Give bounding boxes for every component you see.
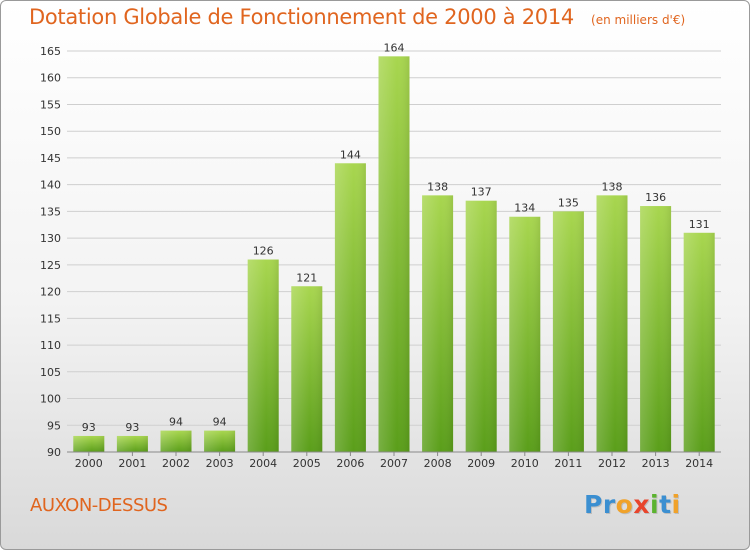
- data-label: 138: [602, 180, 623, 193]
- bar-shade: [422, 195, 454, 453]
- chart-unit: (en milliers d'€): [591, 13, 686, 27]
- data-label: 94: [213, 416, 227, 429]
- data-label: 144: [340, 148, 361, 161]
- commune-name: AUXON-DESSUS: [30, 495, 168, 516]
- y-tick-label: 135: [40, 205, 61, 218]
- bar-shade: [291, 286, 323, 452]
- y-tick-label: 95: [47, 419, 61, 432]
- y-tick-label: 125: [40, 259, 61, 272]
- data-label: 164: [384, 41, 405, 54]
- x-axis-ticks: 2000 2001 2002 2003 2004 2005 2006 2007 2008 2009…: [75, 452, 713, 470]
- y-tick-label: 155: [40, 98, 61, 111]
- bar-shade: [204, 430, 236, 452]
- y-tick-label: 115: [40, 312, 61, 325]
- bar-shade: [552, 211, 584, 452]
- y-tick-label: 140: [40, 179, 61, 192]
- logo-letter: i: [671, 490, 681, 519]
- logo-letter: o: [615, 490, 634, 519]
- bars: [73, 56, 715, 453]
- data-label: 137: [471, 186, 492, 199]
- x-tick-label: 2005: [293, 457, 321, 470]
- bar-shade: [247, 259, 279, 452]
- bar-shade: [509, 216, 541, 452]
- data-label: 135: [558, 196, 579, 209]
- data-label: 93: [125, 421, 139, 434]
- y-tick-label: 165: [40, 45, 61, 58]
- x-tick-label: 2000: [75, 457, 103, 470]
- x-tick-label: 2010: [511, 457, 539, 470]
- y-tick-label: 105: [40, 366, 61, 379]
- data-label: 136: [645, 191, 666, 204]
- chart-title: Dotation Globale de Fonctionnement de 20…: [29, 5, 574, 29]
- logo-letter: x: [633, 490, 650, 519]
- bar-shade: [683, 232, 715, 452]
- bar-shade: [465, 200, 497, 452]
- data-label: 121: [296, 271, 317, 284]
- y-tick-label: 160: [40, 72, 61, 85]
- x-tick-label: 2006: [336, 457, 364, 470]
- x-tick-label: 2009: [467, 457, 495, 470]
- logo-letter: P: [584, 490, 603, 519]
- y-tick-label: 120: [40, 286, 61, 299]
- bar-shade: [116, 435, 148, 452]
- data-label: 131: [689, 218, 710, 231]
- data-label: 93: [82, 421, 96, 434]
- x-tick-label: 2012: [598, 457, 626, 470]
- bar-shade: [596, 195, 628, 453]
- x-tick-label: 2003: [206, 457, 234, 470]
- x-tick-label: 2014: [685, 457, 713, 470]
- y-tick-label: 150: [40, 125, 61, 138]
- data-label: 138: [427, 180, 448, 193]
- data-label: 94: [169, 416, 183, 429]
- logo-letter: r: [602, 490, 616, 519]
- y-tick-label: 90: [47, 446, 61, 459]
- data-label: 134: [514, 202, 535, 215]
- x-tick-label: 2007: [380, 457, 408, 470]
- data-labels: 93 93 94 94 126 121 144 164 138 137 134 135 138 136 13…: [82, 41, 710, 434]
- y-tick-label: 110: [40, 339, 61, 352]
- x-tick-label: 2004: [249, 457, 277, 470]
- data-label: 126: [253, 245, 274, 258]
- x-tick-label: 2008: [424, 457, 452, 470]
- logo-letter: t: [659, 490, 672, 519]
- bar-shade: [378, 56, 410, 452]
- y-tick-label: 145: [40, 152, 61, 165]
- title-row: Dotation Globale de Fonctionnement de 20…: [29, 5, 685, 29]
- y-tick-label: 130: [40, 232, 61, 245]
- x-tick-label: 2013: [642, 457, 670, 470]
- bar-shade: [334, 163, 366, 452]
- x-tick-label: 2002: [162, 457, 190, 470]
- y-axis-ticks: 90 95 100 105 110 115 120 125 130 135 140 145 150 155…: [40, 45, 61, 459]
- bar-shade: [640, 206, 672, 452]
- bar-shade: [73, 435, 105, 452]
- y-tick-label: 100: [40, 393, 61, 406]
- x-tick-label: 2011: [554, 457, 582, 470]
- logo-letter: i: [650, 490, 660, 519]
- proxiti-logo: Proxiti: [584, 490, 681, 519]
- bar-shade: [160, 430, 192, 452]
- x-tick-label: 2001: [118, 457, 146, 470]
